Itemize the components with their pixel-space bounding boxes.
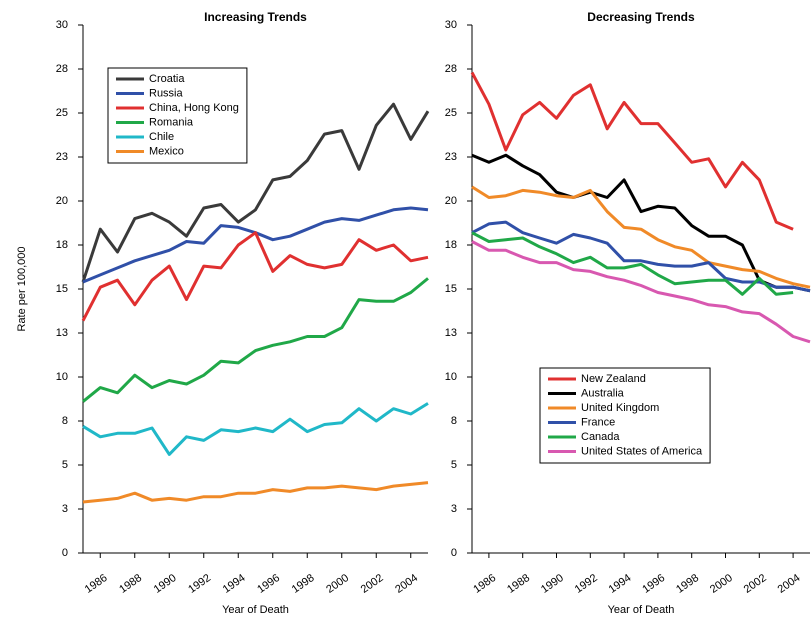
x-tick-label: 1990 [539,572,566,596]
series-line [471,185,811,289]
legend-box [107,67,248,164]
y-tick-label: 15 [445,283,457,295]
x-tick-label: 2004 [776,572,803,596]
legend-label: Chile [149,131,174,143]
y-tick-label: 5 [451,459,457,471]
y-tick-label: 3 [451,503,457,515]
y-tick-label: 28 [56,63,68,75]
y-tick-label: 20 [445,195,457,207]
legend-label: Romania [149,116,194,128]
legend-label: France [581,416,615,428]
y-tick-label: 23 [445,151,457,163]
y-tick-label: 20 [56,195,68,207]
y-tick-label: 10 [445,371,457,383]
legend-label: New Zealand [581,373,646,385]
chart-title: Increasing Trends [204,10,307,24]
series-line [471,231,794,296]
chart-title: Decreasing Trends [587,10,695,24]
y-tick-label: 30 [445,19,457,31]
x-tick-label: 1986 [83,572,110,596]
legend-label: Australia [581,387,625,399]
x-tick-label: 1994 [221,572,248,596]
x-tick-label: 1998 [674,572,701,596]
y-tick-label: 13 [445,327,457,339]
x-axis-label: Year of Death [222,604,289,616]
series-line [82,277,429,403]
legend-box [539,367,711,464]
legend-label: Russia [149,87,184,99]
x-tick-label: 2000 [324,572,351,596]
x-tick-label: 2002 [359,572,386,596]
y-tick-label: 0 [451,547,457,559]
series-line [470,71,794,231]
panel: Decreasing Trends Year of Death 0 3 5 8 10 13 15… [445,10,811,616]
y-tick-label: 18 [445,239,457,251]
x-tick-label: 1992 [573,572,600,596]
x-tick-label: 1992 [186,572,213,596]
y-tick-label: 10 [56,371,68,383]
x-tick-label: 1986 [471,572,498,596]
legend-label: Croatia [149,73,185,85]
x-tick-label: 2004 [393,572,420,596]
x-tick-label: 1990 [152,572,179,596]
legend-label: Canada [581,431,620,443]
legend-label: United Kingdom [581,402,659,414]
x-tick-label: 2002 [742,572,769,596]
panel: Increasing Trends Rate per 100,000 Year of… [16,10,430,616]
y-tick-label: 23 [56,151,68,163]
y-tick-label: 8 [451,415,457,427]
x-tick-label: 1988 [505,572,532,596]
y-tick-label: 13 [56,327,68,339]
x-axis-label: Year of Death [608,604,675,616]
x-tick-label: 1994 [607,572,634,596]
y-tick-label: 28 [445,63,457,75]
y-tick-label: 0 [62,547,68,559]
y-tick-label: 3 [62,503,68,515]
series-line [81,231,429,322]
x-tick-label: 1988 [117,572,144,596]
y-tick-label: 15 [56,283,68,295]
y-tick-label: 18 [56,239,68,251]
x-tick-label: 1996 [640,572,667,596]
legend-label: United States of America [581,445,703,457]
legend-label: China, Hong Kong [149,102,239,114]
y-tick-label: 25 [56,107,68,119]
legend-label: Mexico [149,145,184,157]
series-line [82,402,429,456]
series-line [471,240,811,344]
x-tick-label: 1996 [255,572,282,596]
series-line [82,481,429,504]
y-axis-label: Rate per 100,000 [16,246,28,331]
x-tick-label: 2000 [708,572,735,596]
series-line [471,153,811,293]
y-tick-label: 25 [445,107,457,119]
series-line [81,102,430,283]
y-tick-label: 8 [62,415,68,427]
y-tick-label: 30 [56,19,68,31]
x-tick-label: 1998 [290,572,317,596]
y-tick-label: 5 [62,459,68,471]
